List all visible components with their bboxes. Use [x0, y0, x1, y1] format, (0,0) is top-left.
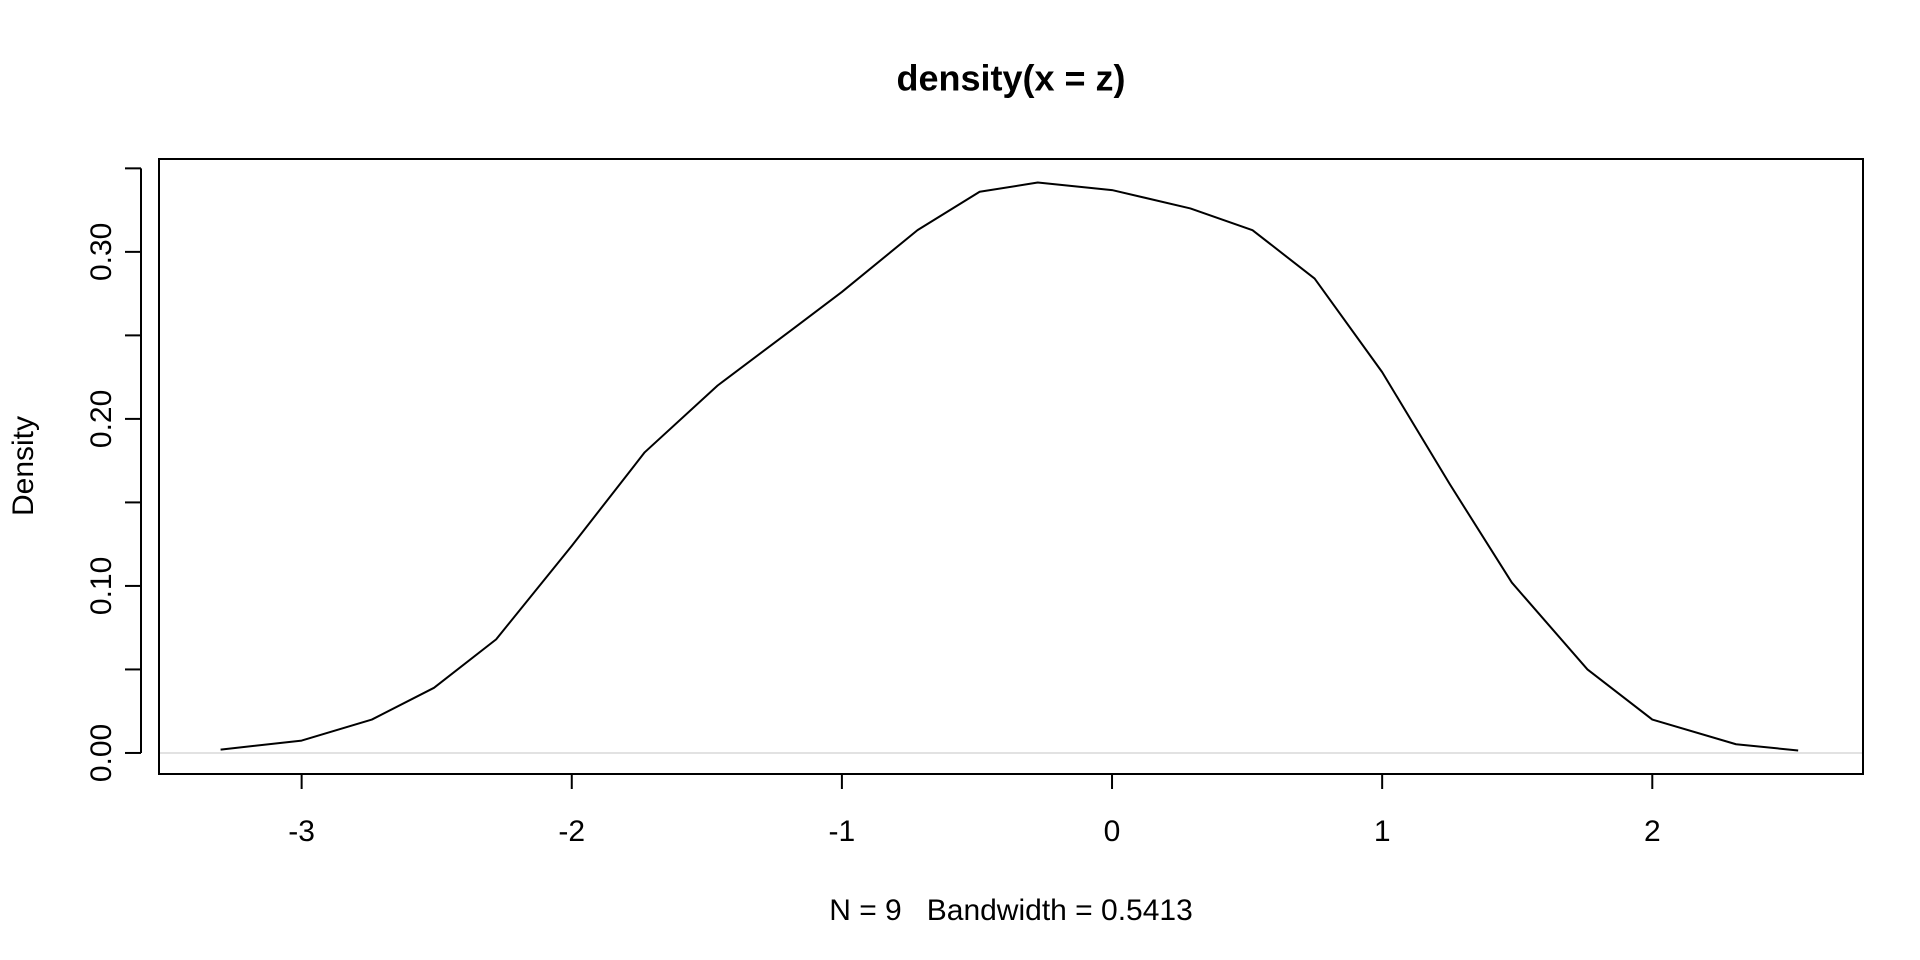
y-tick-label: 0.10	[85, 557, 118, 615]
density-line	[220, 181, 1799, 752]
y-tick-label: 0.30	[85, 223, 118, 281]
y-tick-label: 0.00	[85, 724, 118, 782]
chart-title: density(x = z)	[896, 58, 1125, 99]
y-tick-label: 0.20	[85, 390, 118, 448]
x-tick-label: 2	[1644, 815, 1661, 848]
x-tick-label: -1	[829, 815, 856, 848]
y-axis-label: Density	[7, 416, 40, 516]
x-tick-label: 0	[1104, 815, 1121, 848]
x-tick-label: -3	[288, 815, 315, 848]
x-tick-label: -2	[558, 815, 585, 848]
plot-frame	[158, 158, 1864, 775]
x-axis-label: N = 9 Bandwidth = 0.5413	[829, 894, 1193, 927]
x-tick-label: 1	[1374, 815, 1391, 848]
